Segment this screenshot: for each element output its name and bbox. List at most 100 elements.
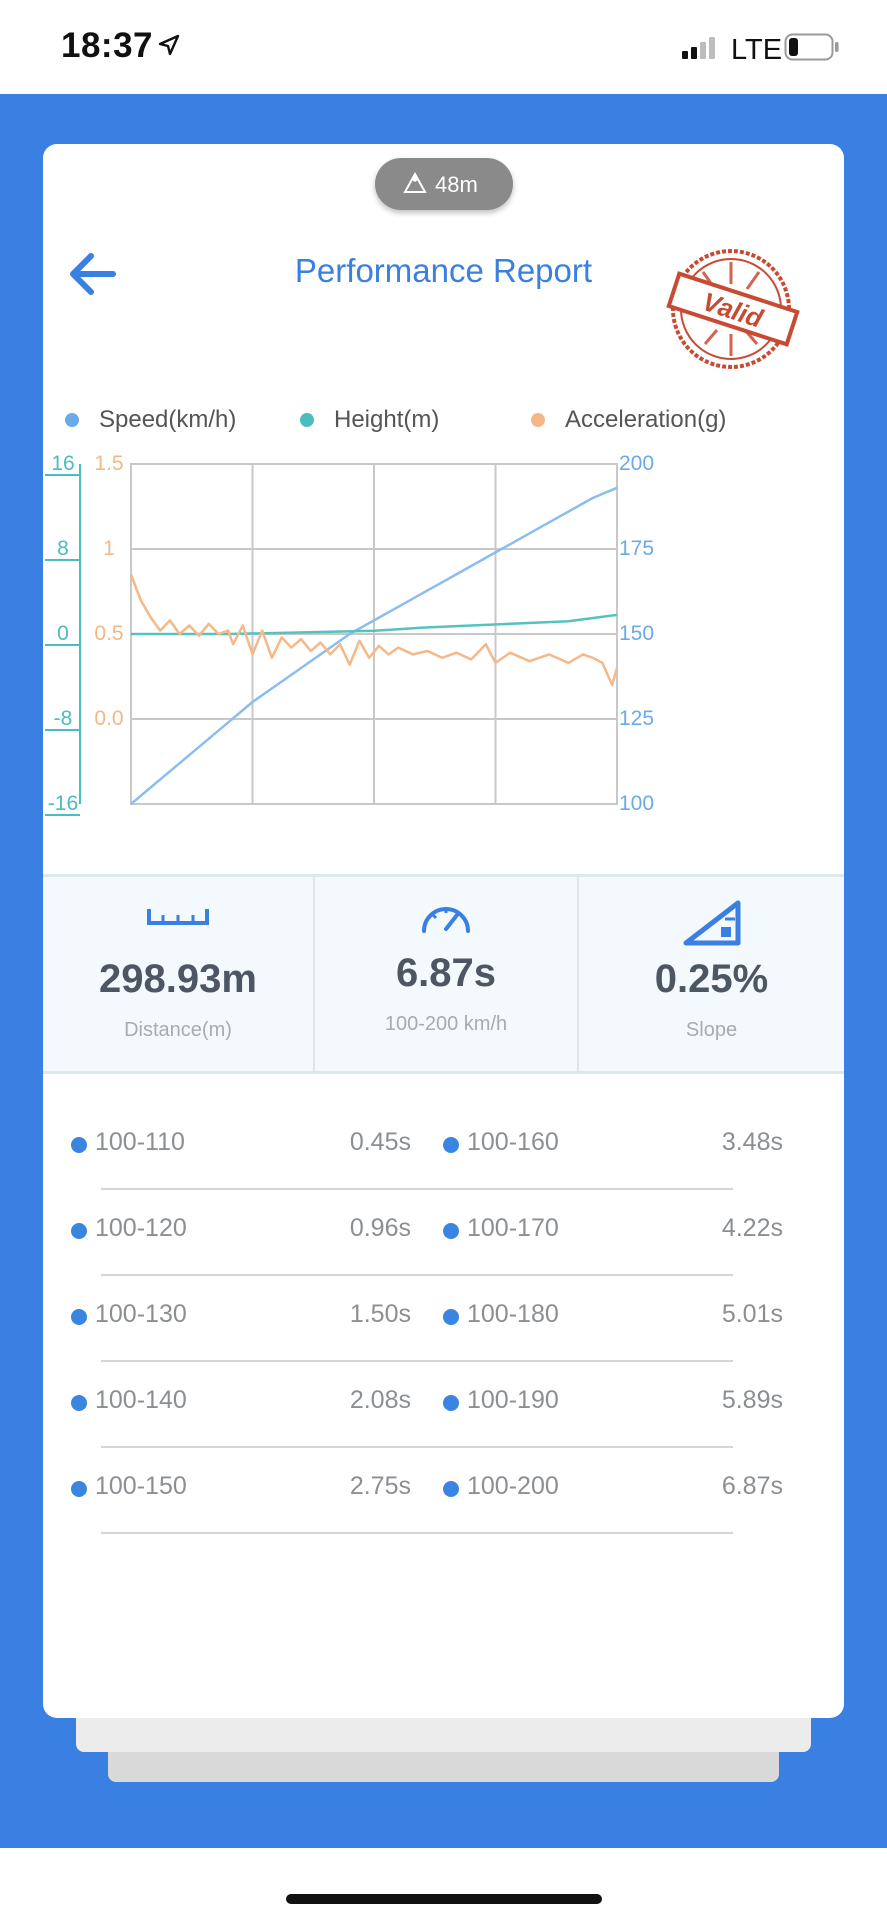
split-range: 100-200 <box>467 1472 559 1500</box>
legend-item-height[interactable]: Height(m) <box>300 400 439 440</box>
acceleration-tick-label: 0.5 <box>94 622 123 645</box>
split-time: 3.48s <box>721 1128 783 1156</box>
split-item: 100-190 5.89s <box>443 1386 783 1420</box>
split-row: 100-120 0.96s 100-170 4.22s <box>43 1190 844 1276</box>
slope-icon <box>683 900 740 946</box>
acceleration-tick-label: 0.0 <box>94 707 123 730</box>
split-time: 0.45s <box>349 1128 411 1156</box>
home-indicator <box>286 1894 602 1904</box>
split-dot <box>443 1395 459 1411</box>
altitude-value: 48m <box>435 172 478 197</box>
split-range: 100-190 <box>467 1386 559 1414</box>
distance-label: Distance(m) <box>124 1019 232 1041</box>
slope-value: 0.25% <box>654 957 769 1001</box>
split-item: 100-130 1.50s <box>71 1300 411 1334</box>
split-dot <box>71 1309 87 1325</box>
battery-icon <box>784 33 839 61</box>
split-dot <box>71 1223 87 1239</box>
split-row: 100-140 2.08s 100-190 5.89s <box>43 1362 844 1448</box>
page-title: Performance Report <box>294 252 593 289</box>
split-range: 100-180 <box>467 1300 559 1328</box>
row-divider <box>101 1446 733 1448</box>
row-divider <box>101 1274 733 1276</box>
stats-row: 298.93m Distance(m) 6.87s 100-200 km/h 0… <box>43 874 844 1074</box>
split-time: 1.50s <box>349 1300 411 1328</box>
report-card: 48m Performance Report Valid Speed(km/h)… <box>43 144 844 1718</box>
legend-dot-speed <box>65 413 79 427</box>
split-dot <box>443 1481 459 1497</box>
split-time: 2.08s <box>349 1386 411 1414</box>
split-dot <box>443 1137 459 1153</box>
series-line-acceleration <box>129 574 619 687</box>
speed-tick-label: 175 <box>619 537 654 560</box>
valid-stamp-icon: Valid <box>666 249 800 369</box>
split-range: 100-110 <box>95 1128 185 1156</box>
split-item: 100-110 0.45s <box>71 1128 411 1162</box>
back-arrow-icon[interactable] <box>63 244 123 304</box>
split-time: 4.22s <box>721 1214 783 1242</box>
speed-tick-label: 125 <box>619 707 654 730</box>
split-item: 100-120 0.96s <box>71 1214 411 1248</box>
split-item: 100-180 5.01s <box>443 1300 783 1334</box>
split-time: 6.87s <box>721 1472 783 1500</box>
row-divider <box>101 1188 733 1190</box>
network-type: LTE <box>731 34 783 66</box>
legend-item-acceleration[interactable]: Acceleration(g) <box>531 400 726 440</box>
height-tick-label: -8 <box>54 707 73 730</box>
legend-dot-acceleration <box>531 413 545 427</box>
split-dot <box>71 1395 87 1411</box>
split-item: 100-200 6.87s <box>443 1472 783 1506</box>
performance-chart: 16 8 0 -8 -16 1.5 1 0.5 0.0 200 175 150 125 100 <box>45 452 654 816</box>
split-range: 100-120 <box>95 1214 187 1242</box>
split-dot <box>71 1137 87 1153</box>
altitude-badge: 48m <box>375 158 513 210</box>
mountain-icon <box>403 172 427 193</box>
acceleration-time-value: 6.87s <box>395 951 497 995</box>
split-item: 100-160 3.48s <box>443 1128 783 1162</box>
split-time: 0.96s <box>349 1214 411 1242</box>
height-tick-label: 8 <box>57 537 69 560</box>
split-range: 100-130 <box>95 1300 187 1328</box>
stat-distance: 298.93m Distance(m) <box>43 877 313 1071</box>
speed-tick-label: 200 <box>619 452 654 475</box>
split-range: 100-150 <box>95 1472 187 1500</box>
stat-acceleration-time: 6.87s 100-200 km/h <box>315 877 577 1071</box>
acceleration-time-label: 100-200 km/h <box>384 1013 508 1035</box>
cellular-signal-icon <box>682 37 715 59</box>
height-tick-label: 16 <box>51 452 74 475</box>
split-row: 100-130 1.50s 100-180 5.01s <box>43 1276 844 1362</box>
split-dot <box>443 1223 459 1239</box>
split-row: 100-110 0.45s 100-160 3.48s <box>43 1104 844 1190</box>
speed-tick-label: 150 <box>619 622 654 645</box>
legend-label-acceleration: Acceleration(g) <box>565 406 727 433</box>
ruler-icon <box>147 909 209 925</box>
acceleration-tick-label: 1.5 <box>94 452 123 475</box>
split-item: 100-170 4.22s <box>443 1214 783 1248</box>
split-range: 100-160 <box>467 1128 559 1156</box>
speedometer-icon <box>422 907 470 933</box>
legend-label-speed: Speed(km/h) <box>99 406 237 433</box>
legend-dot-height <box>300 413 314 427</box>
split-row: 100-150 2.75s 100-200 6.87s <box>43 1448 844 1534</box>
stat-slope: 0.25% Slope <box>579 877 844 1071</box>
acceleration-tick-label: 1 <box>103 537 115 560</box>
split-dot <box>71 1481 87 1497</box>
split-time: 5.01s <box>721 1300 783 1328</box>
row-divider <box>101 1360 733 1362</box>
height-tick-label: -16 <box>48 792 78 815</box>
split-time: 5.89s <box>721 1386 783 1414</box>
stat-divider <box>577 877 579 1071</box>
height-tick-label: 0 <box>57 622 69 645</box>
row-divider <box>101 1532 733 1534</box>
status-bar: 18:37 LTE <box>0 0 887 94</box>
location-arrow-icon <box>158 34 180 56</box>
split-range: 100-170 <box>467 1214 559 1242</box>
status-time: 18:37 <box>61 26 154 65</box>
series-line-speed <box>130 486 618 805</box>
chart-legend: Speed(km/h) Height(m) Acceleration(g) <box>43 400 844 440</box>
split-dot <box>443 1309 459 1325</box>
split-item: 100-140 2.08s <box>71 1386 411 1420</box>
stat-divider <box>313 877 315 1071</box>
slope-label: Slope <box>685 1019 738 1041</box>
legend-item-speed[interactable]: Speed(km/h) <box>65 400 236 440</box>
